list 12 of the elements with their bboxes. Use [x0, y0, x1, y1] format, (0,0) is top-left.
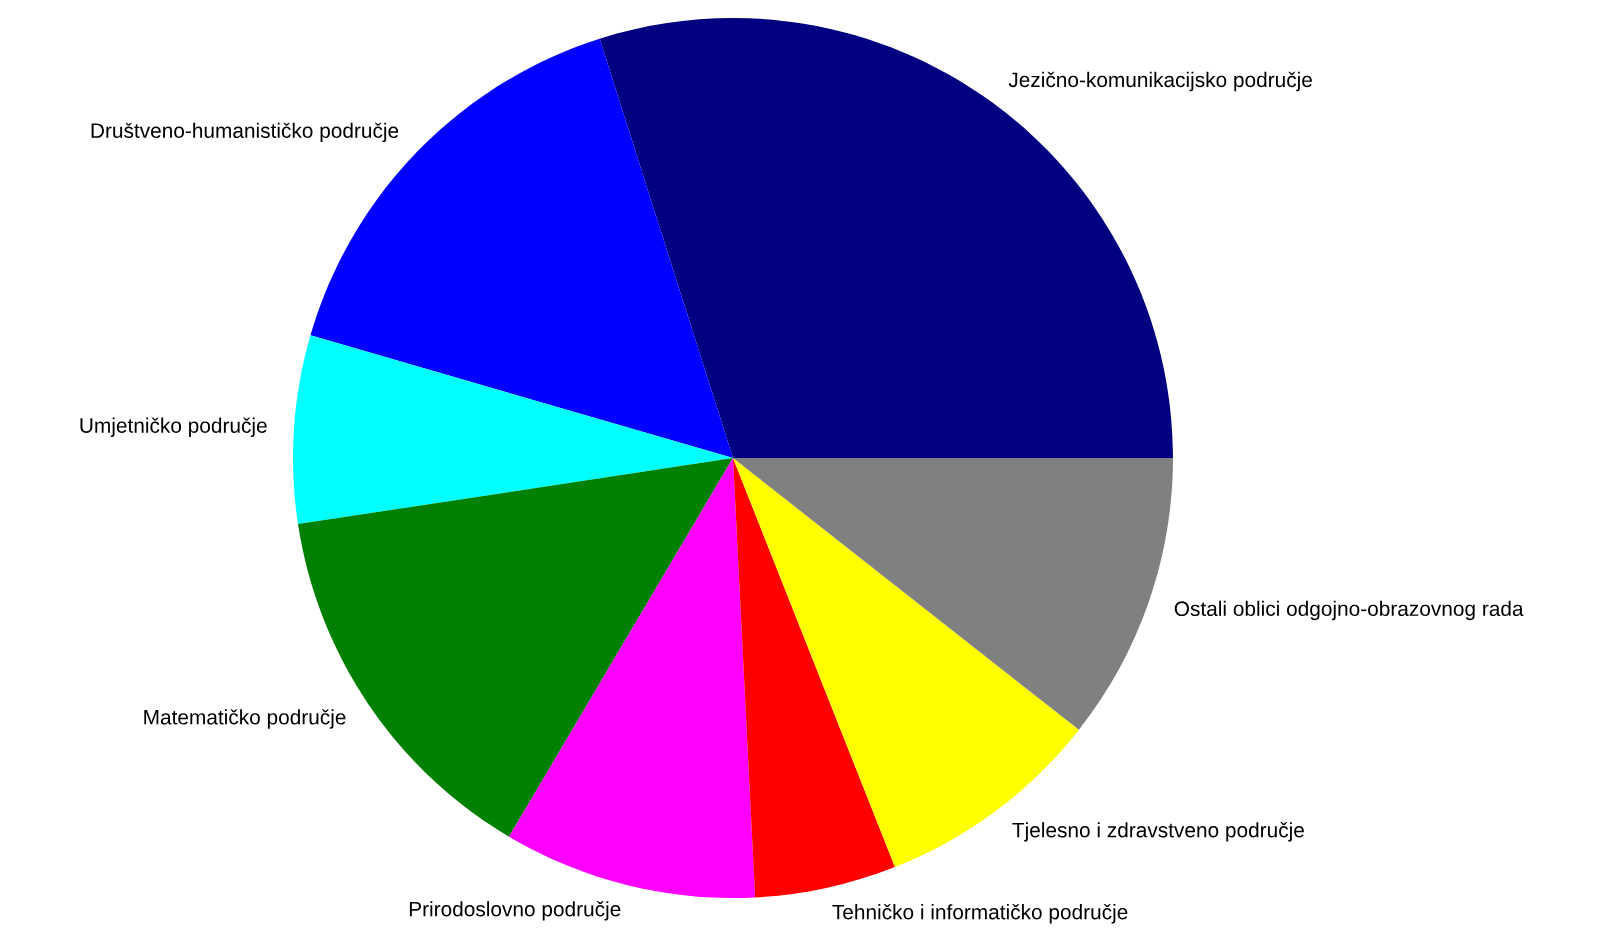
- pie-slice: [509, 458, 756, 898]
- slice-label: Matematičko područje: [144, 709, 346, 729]
- slice-label: Ostali oblici odgojno-obrazovnog rada: [1174, 600, 1524, 621]
- slice-label: Prirodoslovno područje: [409, 901, 621, 921]
- pie-slice: [733, 458, 1173, 730]
- slice-label: Društveno-humanističko područje: [91, 122, 399, 143]
- pie-slice: [733, 458, 895, 898]
- slice-label: Tehničko i informatičko područje: [832, 904, 1128, 924]
- slice-label: Umjetničko područje: [80, 417, 267, 437]
- pie-slice: [293, 335, 733, 525]
- slice-label: Tjelesno i zdravstveno područje: [1012, 822, 1304, 842]
- slice-label: Jezično-komunikacijsko područje: [1008, 71, 1312, 92]
